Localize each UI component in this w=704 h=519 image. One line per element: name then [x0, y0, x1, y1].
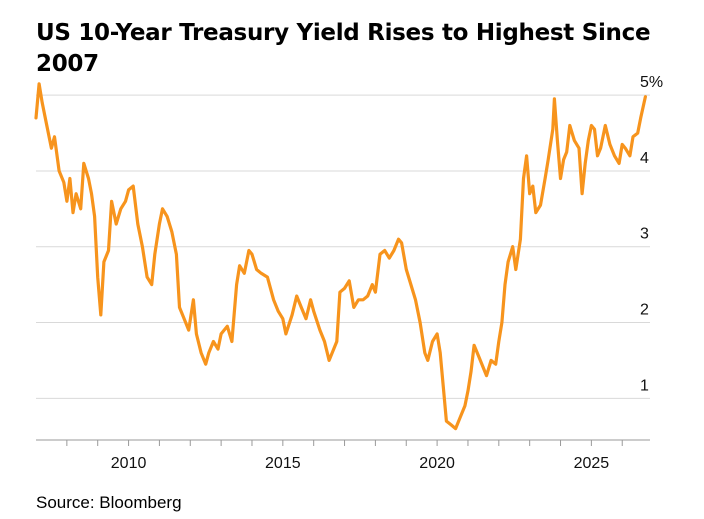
x-tick-label-2020: 2020 — [419, 455, 455, 472]
x-tick-label-2015: 2015 — [265, 455, 301, 472]
y-tick-label-2: 2 — [640, 302, 649, 319]
y-tick-label-5: 5% — [640, 74, 663, 91]
series-group — [34, 82, 647, 431]
y-tick-label-3: 3 — [640, 226, 649, 243]
chart-title: US 10-Year Treasury Yield Rises to Highe… — [36, 20, 651, 77]
y-tick-labels: 1 2 3 4 5% — [640, 74, 663, 394]
series-line-0 — [34, 82, 647, 431]
x-tick-label-2010: 2010 — [111, 455, 147, 472]
y-tick-label-1: 1 — [640, 377, 649, 394]
x-tick-label-2025: 2025 — [574, 455, 610, 472]
x-axis — [36, 439, 650, 446]
y-tick-label-4: 4 — [640, 150, 649, 167]
x-tick-labels: 2010 2015 2020 2025 — [111, 455, 610, 472]
source-note: Source: Bloomberg — [36, 493, 182, 512]
